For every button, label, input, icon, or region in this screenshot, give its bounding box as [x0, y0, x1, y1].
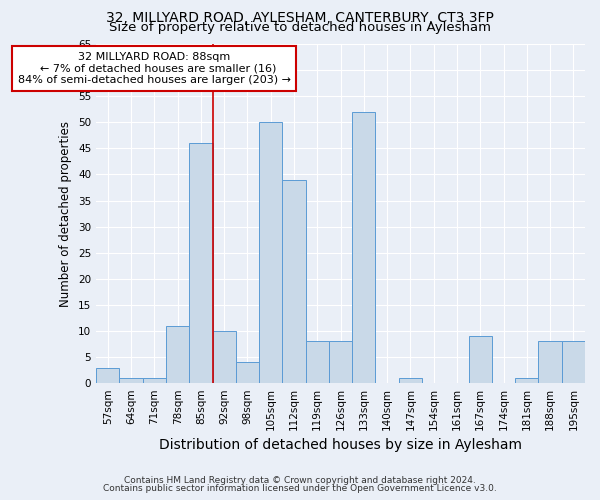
Bar [212, 331, 236, 383]
Bar [166, 326, 189, 383]
Text: Contains public sector information licensed under the Open Government Licence v3: Contains public sector information licen… [103, 484, 497, 493]
X-axis label: Distribution of detached houses by size in Aylesham: Distribution of detached houses by size … [159, 438, 522, 452]
Bar [469, 336, 492, 383]
Bar [515, 378, 538, 383]
Bar [96, 368, 119, 383]
Text: 32 MILLYARD ROAD: 88sqm
  ← 7% of detached houses are smaller (16)
84% of semi-d: 32 MILLYARD ROAD: 88sqm ← 7% of detached… [18, 52, 291, 85]
Bar [236, 362, 259, 383]
Bar [352, 112, 376, 383]
Bar [189, 143, 212, 383]
Bar [538, 342, 562, 383]
Bar [143, 378, 166, 383]
Bar [562, 342, 585, 383]
Text: 32, MILLYARD ROAD, AYLESHAM, CANTERBURY, CT3 3FP: 32, MILLYARD ROAD, AYLESHAM, CANTERBURY,… [106, 11, 494, 25]
Bar [283, 180, 305, 383]
Bar [305, 342, 329, 383]
Bar [119, 378, 143, 383]
Text: Size of property relative to detached houses in Aylesham: Size of property relative to detached ho… [109, 22, 491, 35]
Text: Contains HM Land Registry data © Crown copyright and database right 2024.: Contains HM Land Registry data © Crown c… [124, 476, 476, 485]
Bar [329, 342, 352, 383]
Bar [399, 378, 422, 383]
Y-axis label: Number of detached properties: Number of detached properties [59, 120, 73, 306]
Bar [259, 122, 283, 383]
